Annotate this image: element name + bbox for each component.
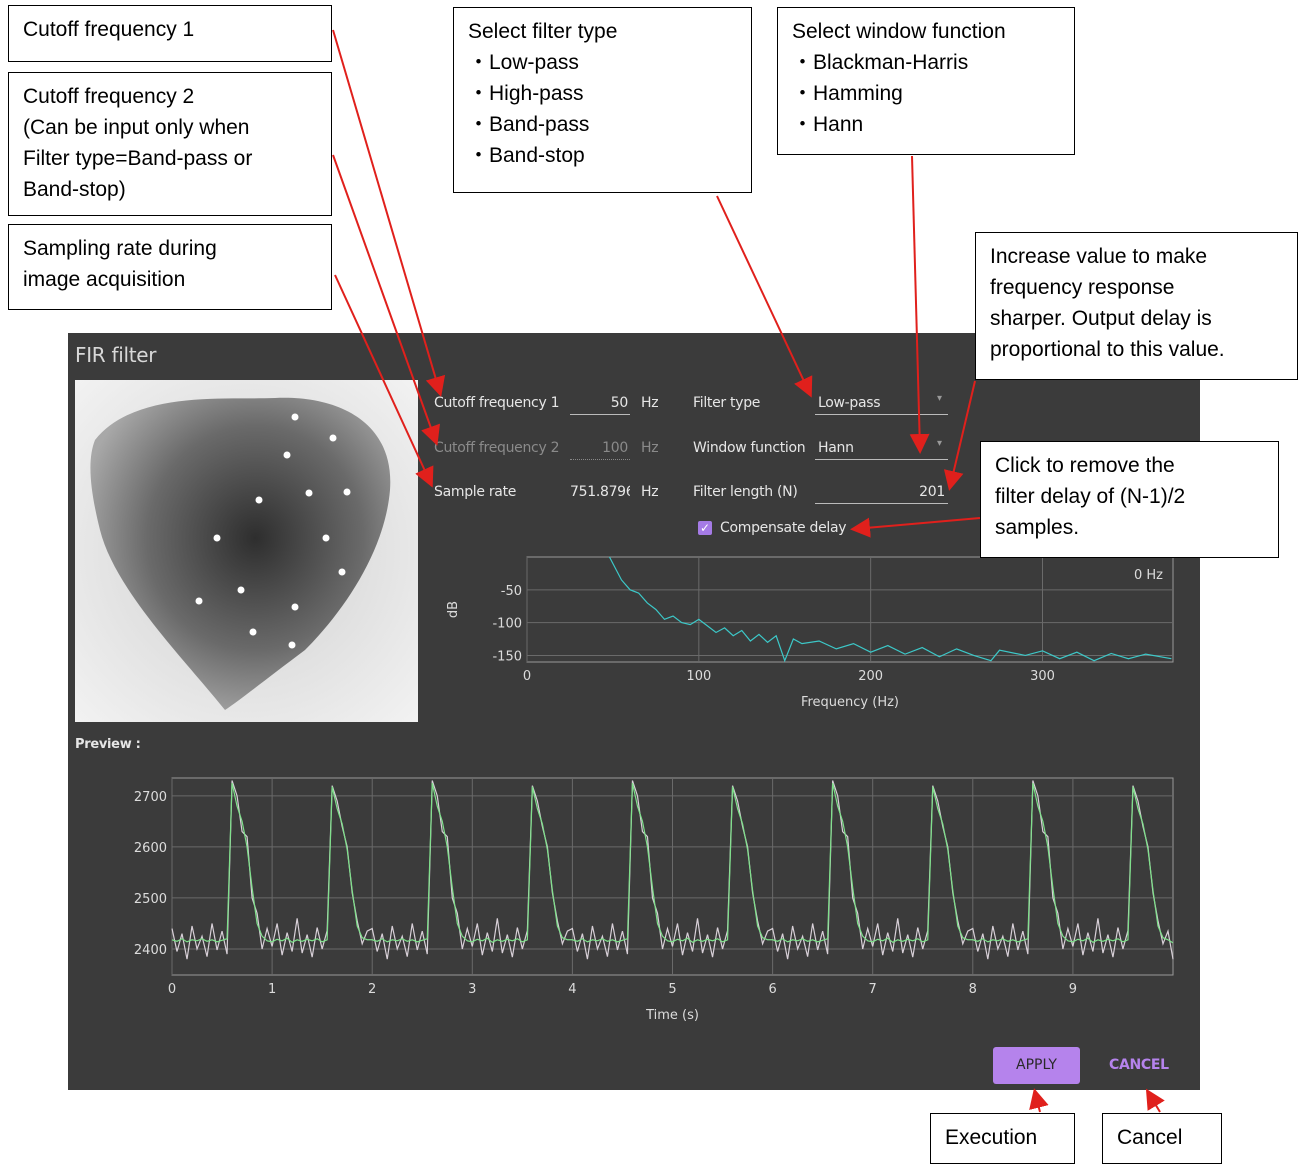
field-label: Window function xyxy=(693,440,805,456)
annotation-box: Cutoff frequency 1 xyxy=(8,5,332,62)
dropdown-caret[interactable]: ▾ xyxy=(937,438,942,449)
annotation-text: sharper. Output delay is xyxy=(990,303,1283,334)
checkbox[interactable]: ✓ xyxy=(698,521,712,535)
annotation-text: Band-stop) xyxy=(23,174,317,205)
annotation-text: Increase value to make xyxy=(990,241,1283,272)
select-value[interactable]: Low-pass xyxy=(818,395,880,411)
annotation-text: Sampling rate during xyxy=(23,233,317,264)
field-label: Cutoff frequency 2 xyxy=(434,440,559,456)
annotation-box: Cancel xyxy=(1102,1113,1222,1164)
annotation-box: Execution xyxy=(930,1113,1075,1164)
select-underline xyxy=(815,459,948,460)
input-underline xyxy=(570,414,630,415)
field-label: Sample rate xyxy=(434,484,516,500)
annotation-text: ・Low-pass xyxy=(468,47,737,78)
annotation-text: samples. xyxy=(995,512,1264,543)
annotation-text: Cutoff frequency 1 xyxy=(23,14,317,45)
cancel-button[interactable]: CANCEL xyxy=(1109,1057,1169,1073)
dropdown-caret[interactable]: ▾ xyxy=(937,393,942,404)
annotation-box: Select filter type・Low-pass・High-pass・Ba… xyxy=(453,7,752,193)
checkbox-label[interactable]: Compensate delay xyxy=(720,520,846,536)
select-value[interactable]: Hann xyxy=(818,440,854,456)
annotation-text: (Can be input only when xyxy=(23,112,317,143)
select-underline xyxy=(815,414,948,415)
field-value[interactable]: 201 xyxy=(815,484,945,500)
annotation-text: ・Band-pass xyxy=(468,109,737,140)
annotation-text: Click to remove the xyxy=(995,450,1264,481)
field-label: Cutoff frequency 1 xyxy=(434,395,559,411)
annotation-text: frequency response xyxy=(990,272,1283,303)
field-label: Filter length (N) xyxy=(693,484,798,500)
annotation-box: Cutoff frequency 2(Can be input only whe… xyxy=(8,72,332,216)
field-value: 100 xyxy=(570,440,628,456)
page: FIR filter Cutoff frequency 1 50 Hz Cuto… xyxy=(0,0,1300,1164)
annotation-text: ・Band-stop xyxy=(468,140,737,171)
arrow xyxy=(1035,1092,1040,1112)
annotation-text: Execution xyxy=(945,1122,1060,1153)
annotation-text: ・Hamming xyxy=(792,78,1060,109)
preview-label: Preview : xyxy=(75,737,141,752)
annotation-text: ・High-pass xyxy=(468,78,737,109)
annotation-text: Select filter type xyxy=(468,16,737,47)
field-label: Filter type xyxy=(693,395,760,411)
annotation-box: Select window function・Blackman-Harris・H… xyxy=(777,7,1075,155)
annotation-text: filter delay of (N-1)/2 xyxy=(995,481,1264,512)
input-underline xyxy=(570,459,630,460)
field-value[interactable]: 50 xyxy=(570,395,628,411)
dialog-title: FIR filter xyxy=(75,343,156,367)
apply-button[interactable]: APPLY xyxy=(993,1047,1080,1084)
annotation-text: ・Hann xyxy=(792,109,1060,140)
field-unit: Hz xyxy=(641,395,658,411)
annotation-text: Cutoff frequency 2 xyxy=(23,81,317,112)
annotation-text: Select window function xyxy=(792,16,1060,47)
field-unit: Hz xyxy=(641,440,658,456)
annotation-text: image acquisition xyxy=(23,264,317,295)
field-value: 751.8796 xyxy=(570,484,630,500)
annotation-text: Cancel xyxy=(1117,1122,1207,1153)
field-unit: Hz xyxy=(641,484,658,500)
annotation-text: Filter type=Band-pass or xyxy=(23,143,317,174)
input-underline xyxy=(815,503,948,504)
image xyxy=(75,380,418,722)
annotation-text: proportional to this value. xyxy=(990,334,1283,365)
arrow xyxy=(1148,1092,1160,1112)
annotation-text: ・Blackman-Harris xyxy=(792,47,1060,78)
